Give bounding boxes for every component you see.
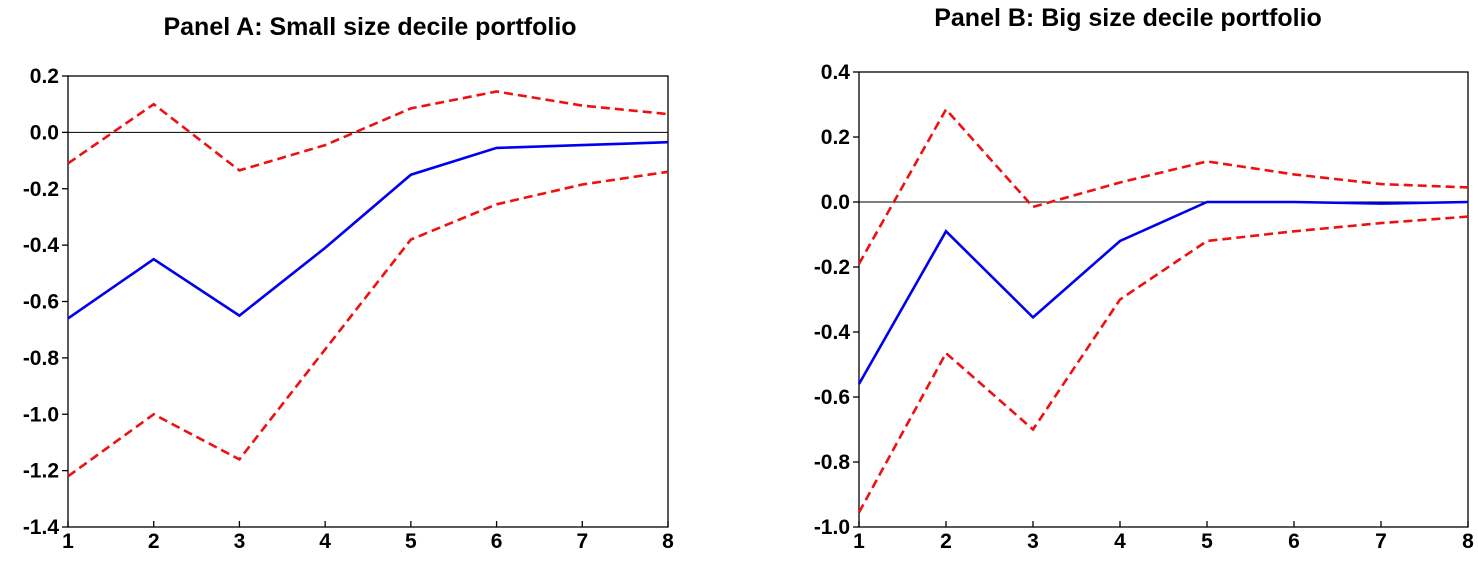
panel-a-x-tick-label: 7 (576, 530, 588, 553)
panel-b-x-tick-label: 7 (1375, 530, 1387, 553)
panel-a-title: Panel A: Small size decile portfolio (163, 13, 576, 41)
panel-a-y-tick-label: 0.2 (30, 65, 59, 88)
panel-a-y-tick-label: 0.0 (30, 121, 59, 144)
panel-a-x-tick-label: 4 (319, 530, 331, 553)
panel-a-confidence-band-line-1 (67, 90, 669, 172)
panel-b-y-tick-label: -0.4 (814, 321, 851, 344)
panel-b-y-tick-label: -0.6 (814, 386, 850, 409)
panel-a-y-tick-label: -0.2 (23, 178, 59, 201)
panel-a-y-tick-label: -1.4 (23, 516, 60, 539)
panel-a-y-tick-label: -0.4 (23, 234, 60, 257)
panel-a-response-line (67, 140, 669, 320)
panel-a-x-tick-label: 5 (405, 530, 417, 553)
panel-b-plot-frame (858, 71, 1469, 528)
panel-a-y-tick-label: -1.0 (23, 403, 59, 426)
panel-a-x-tick-label: 8 (662, 530, 674, 553)
panel-b-confidence-band-line-1 (857, 107, 1469, 265)
panel-a-x-tick-label: 1 (62, 530, 74, 553)
panel-b-y-tick-label: 0.4 (821, 61, 851, 84)
panel-b-x-tick-label: 4 (1114, 530, 1126, 553)
panel-a-x-tick-label: 2 (148, 530, 160, 553)
panel-b-confidence-band-line-2 (857, 215, 1469, 514)
panel-a-y-tick-label: -0.8 (23, 347, 60, 370)
panel-a-chart: Panel A: Small size decile portfolio 0.2… (23, 13, 674, 553)
panel-b-x-tick-label: 8 (1462, 530, 1474, 553)
panel-a-y-tick-label: -1.2 (23, 460, 59, 483)
panel-a-x-tick-label: 6 (491, 530, 503, 553)
panel-a-y-tick-label: -0.6 (23, 291, 59, 314)
panel-b-y-tick-label: -1.0 (814, 516, 850, 539)
panel-b-x-tick-label: 5 (1201, 530, 1213, 553)
panel-b-x-tick-label: 1 (853, 530, 865, 553)
panel-a-plot-frame (67, 75, 669, 528)
panel-b-y-tick-label: -0.2 (814, 256, 850, 279)
panel-b-x-tick-label: 6 (1288, 530, 1300, 553)
panel-b-y-tick-label: -0.8 (814, 451, 851, 474)
panel-a-x-tick-label: 3 (234, 530, 246, 553)
panel-b-chart: Panel B: Big size decile portfolio 0.4 0.… (814, 4, 1474, 553)
panel-b-x-tick-label: 2 (940, 530, 952, 553)
panel-b-title: Panel B: Big size decile portfolio (934, 4, 1322, 32)
panel-a-confidence-band-line-2 (67, 170, 669, 478)
panel-b-y-tick-label: 0.0 (821, 191, 850, 214)
panel-b-y-tick-label: 0.2 (821, 126, 850, 149)
panel-b-x-tick-label: 3 (1027, 530, 1039, 553)
panel-b-response-line (857, 200, 1469, 385)
